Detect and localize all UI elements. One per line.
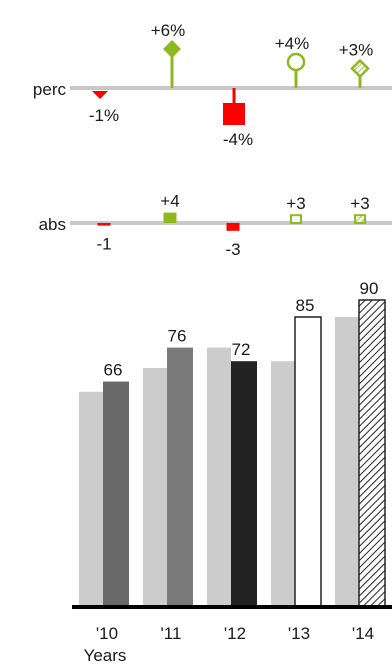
perc-pin-marker xyxy=(223,103,245,125)
abs-variance-bar xyxy=(163,212,177,223)
perc-row-label: perc xyxy=(33,80,67,99)
x-tick-label: '13 xyxy=(288,624,310,643)
abs-variance-bar xyxy=(290,214,302,224)
abs-variance-row: -1 +4 -3 +3 +3 xyxy=(70,192,392,259)
perc-pin-marker xyxy=(286,52,306,72)
bar-value-label: 85 xyxy=(296,296,315,315)
bar-value-label: 66 xyxy=(104,361,123,380)
abs-value-label: +3 xyxy=(350,194,369,213)
perc-value-label: -1% xyxy=(89,106,119,125)
previous-year-bar xyxy=(79,391,103,606)
abs-variance-bar xyxy=(226,223,240,231)
perc-variance-row: -1% +6% -4% +4% +3% xyxy=(70,21,392,149)
x-tick-label: '10 xyxy=(96,624,118,643)
perc-value-label: +4% xyxy=(275,34,310,53)
perc-value-label: -4% xyxy=(223,130,253,149)
bar-chart-area: 66 '10 76 '11 72 '12 85 '13 90 '14 xyxy=(72,279,392,643)
perc-value-label: +3% xyxy=(339,41,374,60)
bar-value-label: 72 xyxy=(232,340,251,359)
abs-row-label: abs xyxy=(39,215,66,234)
actual-value-bar xyxy=(103,381,129,606)
actual-value-bar xyxy=(358,299,386,607)
abs-value-label: -1 xyxy=(96,235,111,254)
perc-pin-marker xyxy=(163,40,181,58)
abs-value-label: -3 xyxy=(225,240,240,259)
previous-year-bar xyxy=(335,317,359,606)
actual-value-bar xyxy=(294,316,322,607)
x-axis-title: Years xyxy=(84,646,127,665)
perc-pin-marker xyxy=(92,91,108,99)
perc-pin-marker xyxy=(350,58,370,79)
x-tick-label: '12 xyxy=(224,624,246,643)
perc-value-label: +6% xyxy=(151,21,186,40)
bar-value-label: 76 xyxy=(168,327,187,346)
bar-value-label: 90 xyxy=(360,279,379,298)
abs-value-label: +4 xyxy=(160,192,179,211)
previous-year-bar xyxy=(271,361,295,606)
x-tick-label: '11 xyxy=(161,624,182,643)
abs-variance-bar xyxy=(354,214,366,224)
actual-value-bar xyxy=(167,347,193,606)
abs-variance-bar xyxy=(97,223,111,226)
abs-value-label: +3 xyxy=(286,194,305,213)
previous-year-bar xyxy=(207,347,231,606)
previous-year-bar xyxy=(143,368,167,606)
actual-value-bar xyxy=(231,361,257,606)
x-tick-label: '14 xyxy=(352,624,374,643)
